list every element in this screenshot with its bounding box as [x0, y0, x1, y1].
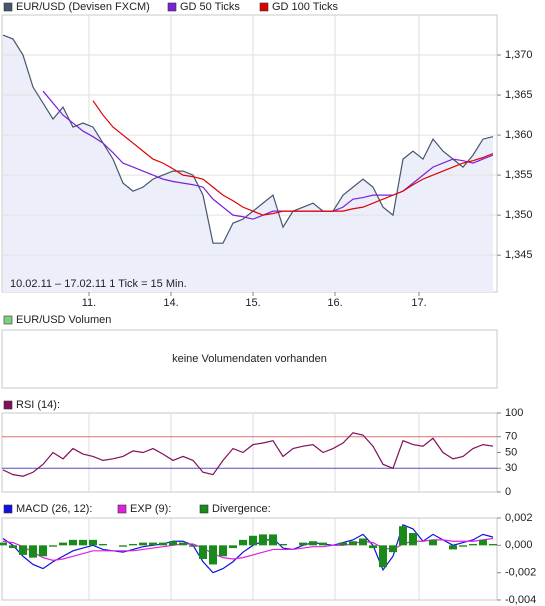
- legend-label: GD 50 Ticks: [180, 1, 240, 13]
- legend-swatch: [3, 315, 13, 325]
- series-line: [2, 34, 494, 244]
- legend-swatch: [117, 504, 127, 514]
- divergence-bar: [269, 534, 277, 546]
- y-tick-label: 1,345: [505, 249, 533, 261]
- divergence-bar: [129, 543, 137, 546]
- legend-swatch: [167, 2, 177, 12]
- divergence-bar: [209, 545, 217, 565]
- legend-label: EUR/USD (Devisen FXCM): [16, 1, 150, 13]
- x-tick-label: 15.: [245, 297, 260, 309]
- plot-frame: [1, 329, 498, 389]
- divergence-bar: [249, 535, 257, 546]
- message: keine Volumendaten vorhanden: [172, 353, 327, 365]
- price-area: [3, 35, 493, 292]
- divergence-bar: [449, 545, 457, 550]
- plot-frame: [1, 517, 498, 601]
- legend-swatch: [3, 504, 13, 514]
- y-tick-label: 0: [505, 486, 511, 498]
- divergence-bar: [99, 543, 107, 546]
- legend-swatch: [199, 504, 209, 514]
- y-tick-label: 50: [505, 446, 517, 458]
- divergence-bar: [149, 542, 157, 546]
- divergence-bar: [309, 541, 317, 546]
- series-line: [92, 100, 494, 216]
- divergence-bar: [0, 542, 7, 546]
- divergence-bar: [379, 545, 387, 568]
- divergence-bar: [89, 539, 97, 546]
- divergence-bar: [369, 545, 377, 549]
- series-line: [42, 90, 494, 220]
- divergence-bar: [9, 545, 17, 549]
- plot-frame: [1, 412, 498, 493]
- divergence-bar: [259, 534, 267, 546]
- legend-label: MACD (26, 12):: [16, 503, 92, 515]
- divergence-bar: [49, 545, 57, 547]
- series-line: [2, 432, 494, 477]
- y-tick-label: 0,000: [505, 539, 533, 551]
- y-tick-label: 1,350: [505, 209, 533, 221]
- divergence-bar: [359, 538, 367, 546]
- y-tick-label: 1,360: [505, 129, 533, 141]
- divergence-bar: [399, 526, 407, 546]
- divergence-bar: [59, 542, 67, 546]
- legend-label: EXP (9):: [130, 503, 171, 515]
- legend-label: Divergence:: [212, 503, 271, 515]
- divergence-bar: [29, 545, 37, 558]
- divergence-bar: [459, 545, 467, 547]
- divergence-bar: [239, 539, 247, 546]
- divergence-bar: [389, 545, 397, 553]
- divergence-bar: [429, 539, 437, 546]
- y-tick-label: -0,002: [505, 567, 536, 579]
- note: 10.02.11 – 17.02.11 1 Tick = 15 Min.: [10, 278, 187, 290]
- divergence-bar: [139, 542, 147, 546]
- divergence-bar: [159, 542, 167, 546]
- y-tick-label: 1,365: [505, 89, 533, 101]
- divergence-bar: [339, 542, 347, 546]
- y-tick-label: 0,002: [505, 512, 533, 524]
- divergence-bar: [199, 545, 207, 559]
- divergence-bar: [39, 545, 47, 557]
- divergence-bar: [469, 543, 477, 546]
- y-tick-label: -0,004: [505, 594, 536, 606]
- y-tick-label: 30: [505, 462, 517, 474]
- legend-label: GD 100 Ticks: [272, 1, 339, 13]
- y-tick-label: 1,370: [505, 49, 533, 61]
- y-tick-label: 70: [505, 431, 517, 443]
- divergence-bar: [319, 542, 327, 546]
- divergence-bar: [119, 545, 127, 547]
- legend-swatch: [3, 2, 13, 12]
- legend-swatch: [3, 400, 13, 410]
- legend-label: RSI (14):: [16, 399, 60, 411]
- divergence-bar: [69, 539, 77, 546]
- divergence-bar: [19, 545, 27, 555]
- divergence-bar: [479, 539, 487, 546]
- x-tick-label: 14.: [163, 297, 178, 309]
- divergence-bar: [409, 533, 417, 546]
- divergence-bar: [299, 542, 307, 546]
- series-line: [2, 524, 494, 574]
- divergence-bar: [189, 545, 197, 547]
- divergence-bar: [219, 545, 227, 557]
- divergence-bar: [279, 543, 287, 546]
- x-tick-label: 16.: [327, 297, 342, 309]
- divergence-bar: [489, 543, 497, 546]
- y-tick-label: 1,355: [505, 169, 533, 181]
- divergence-bar: [169, 541, 177, 546]
- x-tick-label: 11.: [82, 297, 96, 309]
- divergence-bar: [179, 542, 187, 546]
- divergence-bar: [349, 541, 357, 546]
- y-tick-label: 100: [505, 407, 523, 419]
- divergence-bar: [229, 545, 237, 549]
- legend-swatch: [259, 2, 269, 12]
- legend-label: EUR/USD Volumen: [16, 314, 111, 326]
- divergence-bar: [79, 539, 87, 546]
- x-tick-label: 17.: [411, 297, 426, 309]
